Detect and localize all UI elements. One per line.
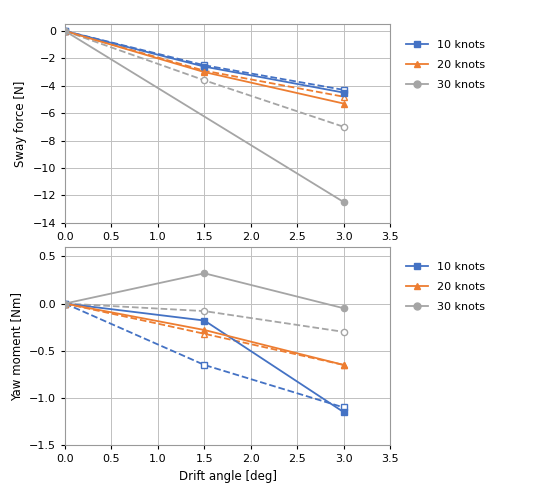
Y-axis label: Yaw moment [Nm]: Yaw moment [Nm]	[10, 291, 23, 401]
X-axis label: Drift angle [deg]: Drift angle [deg]	[179, 470, 276, 483]
X-axis label: Drift angle [deg]: Drift angle [deg]	[179, 247, 276, 260]
Y-axis label: Sway force [N]: Sway force [N]	[14, 80, 27, 166]
Legend: 10 knots, 20 knots, 30 knots: 10 knots, 20 knots, 30 knots	[405, 262, 485, 312]
Legend: 10 knots, 20 knots, 30 knots: 10 knots, 20 knots, 30 knots	[405, 40, 485, 90]
